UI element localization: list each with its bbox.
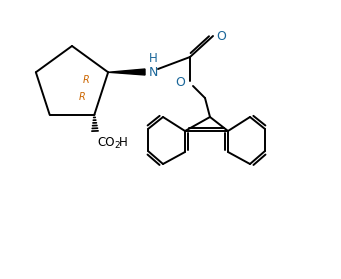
Text: R: R [79,92,85,102]
Text: O: O [216,30,226,42]
Text: H: H [149,52,158,66]
Text: O: O [175,76,185,90]
Text: H: H [119,136,128,150]
Text: 2: 2 [114,141,120,150]
Text: CO: CO [97,136,115,150]
Text: R: R [83,75,89,85]
Polygon shape [108,69,145,75]
Text: N: N [148,66,158,78]
